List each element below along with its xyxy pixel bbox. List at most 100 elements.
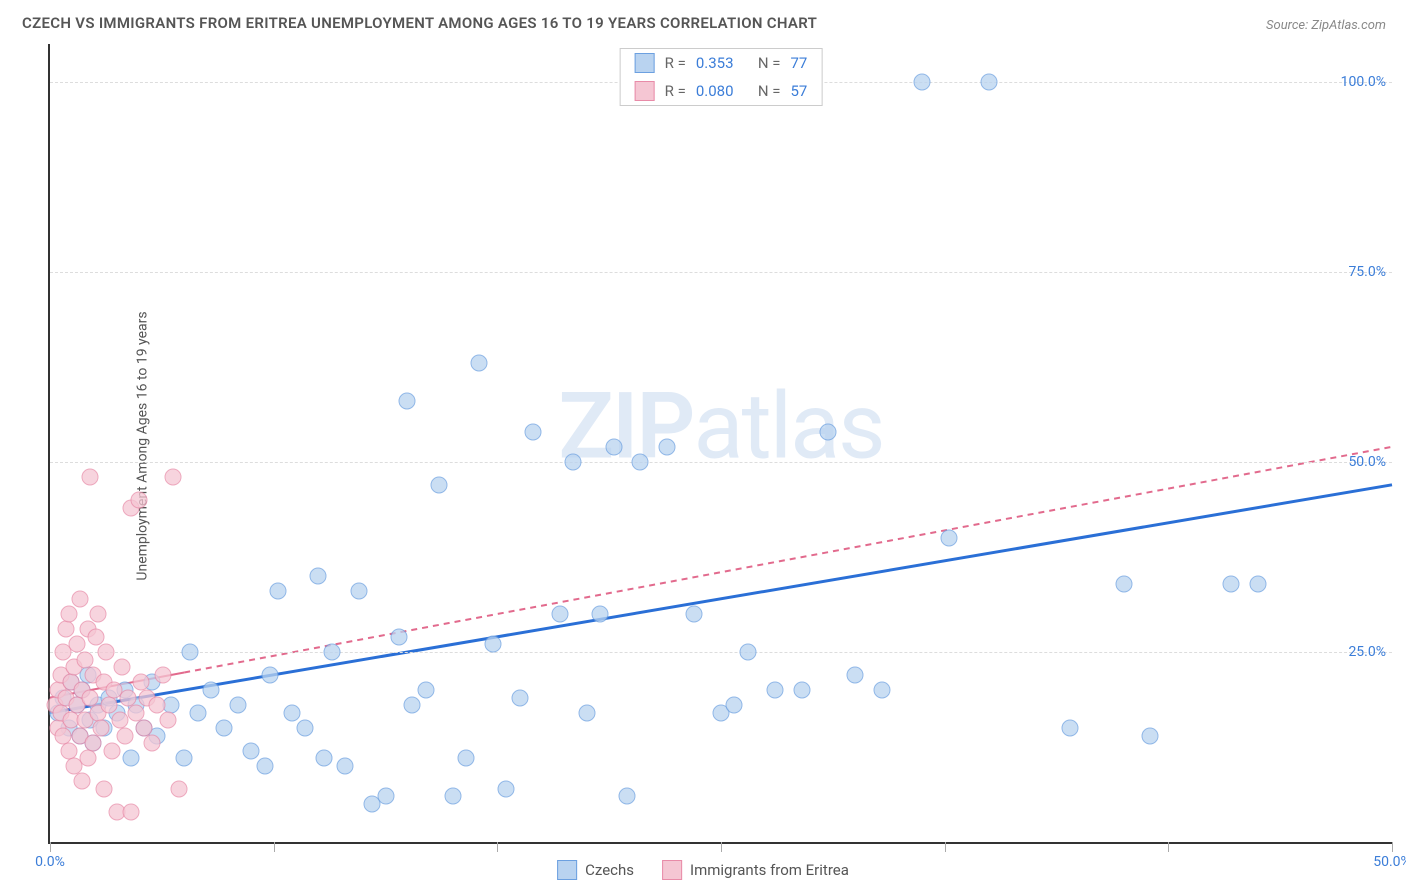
data-point [170,780,187,797]
data-point [578,704,595,721]
data-point [229,697,246,714]
data-point [431,476,448,493]
r-value: 0.353 [696,54,748,72]
data-point [766,682,783,699]
data-point [82,469,99,486]
data-point [176,750,193,767]
data-point [565,454,582,471]
data-point [632,454,649,471]
data-point [323,644,340,661]
legend-item: Immigrants from Eritrea [662,860,849,880]
data-point [981,74,998,91]
n-value: 57 [790,82,807,100]
data-point [820,423,837,440]
data-point [484,636,501,653]
data-point [686,606,703,623]
x-tick [1392,842,1393,852]
data-point [60,606,77,623]
data-point [243,742,260,759]
data-point [154,666,171,683]
data-point [130,492,147,509]
data-point [95,780,112,797]
data-point [181,644,198,661]
legend-item: Czechs [557,860,634,880]
data-point [337,758,354,775]
data-point [390,628,407,645]
data-point [84,735,101,752]
stat-label: N = [758,54,781,72]
data-point [417,682,434,699]
data-point [122,750,139,767]
x-tick [945,842,946,852]
data-point [117,727,134,744]
y-tick-label: 100.0% [1341,74,1386,90]
legend-label: Immigrants from Eritrea [690,861,849,879]
data-point [350,583,367,600]
data-point [1061,720,1078,737]
data-point [165,469,182,486]
y-tick-label: 25.0% [1348,644,1386,660]
data-point [71,590,88,607]
legend-swatch [635,53,655,73]
data-point [941,530,958,547]
data-point [659,438,676,455]
regression-line [50,485,1392,713]
x-tick [50,842,51,852]
data-point [98,644,115,661]
data-point [262,666,279,683]
x-tick [1168,842,1169,852]
data-point [874,682,891,699]
data-point [726,697,743,714]
data-point [283,704,300,721]
data-point [525,423,542,440]
data-point [74,773,91,790]
gridline [50,272,1392,273]
data-point [605,438,622,455]
data-point [914,74,931,91]
regression-lines [50,44,1392,842]
x-tick [497,842,498,852]
data-point [143,735,160,752]
data-point [1115,575,1132,592]
data-point [739,644,756,661]
data-point [1142,727,1159,744]
plot-area: ZIPatlas R =0.353N =77R =0.080N =57 25.0… [48,44,1392,844]
data-point [270,583,287,600]
data-point [149,697,166,714]
data-point [122,803,139,820]
data-point [511,689,528,706]
legend-swatch [662,860,682,880]
data-point [58,621,75,638]
correlation-legend-row: R =0.353N =77 [621,49,822,77]
stat-label: N = [758,82,781,100]
data-point [592,606,609,623]
data-point [87,628,104,645]
gridline [50,652,1392,653]
data-point [377,788,394,805]
data-point [203,682,220,699]
data-point [103,742,120,759]
data-point [90,606,107,623]
data-point [79,750,96,767]
data-point [793,682,810,699]
legend-swatch [557,860,577,880]
series-legend: Czechs Immigrants from Eritrea [557,860,849,880]
source-attribution: Source: ZipAtlas.com [1266,18,1386,33]
data-point [847,666,864,683]
data-point [444,788,461,805]
data-point [256,758,273,775]
x-tick-label: 0.0% [35,854,65,870]
stat-label: R = [665,82,686,100]
data-point [404,697,421,714]
regression-line-extrapolated [184,447,1392,673]
data-point [189,704,206,721]
chart-title: CZECH VS IMMIGRANTS FROM ERITREA UNEMPLO… [22,14,817,32]
data-point [310,568,327,585]
gridline [50,462,1392,463]
data-point [398,393,415,410]
data-point [315,750,332,767]
data-point [498,780,515,797]
data-point [114,659,131,676]
data-point [92,720,109,737]
r-value: 0.080 [696,82,748,100]
